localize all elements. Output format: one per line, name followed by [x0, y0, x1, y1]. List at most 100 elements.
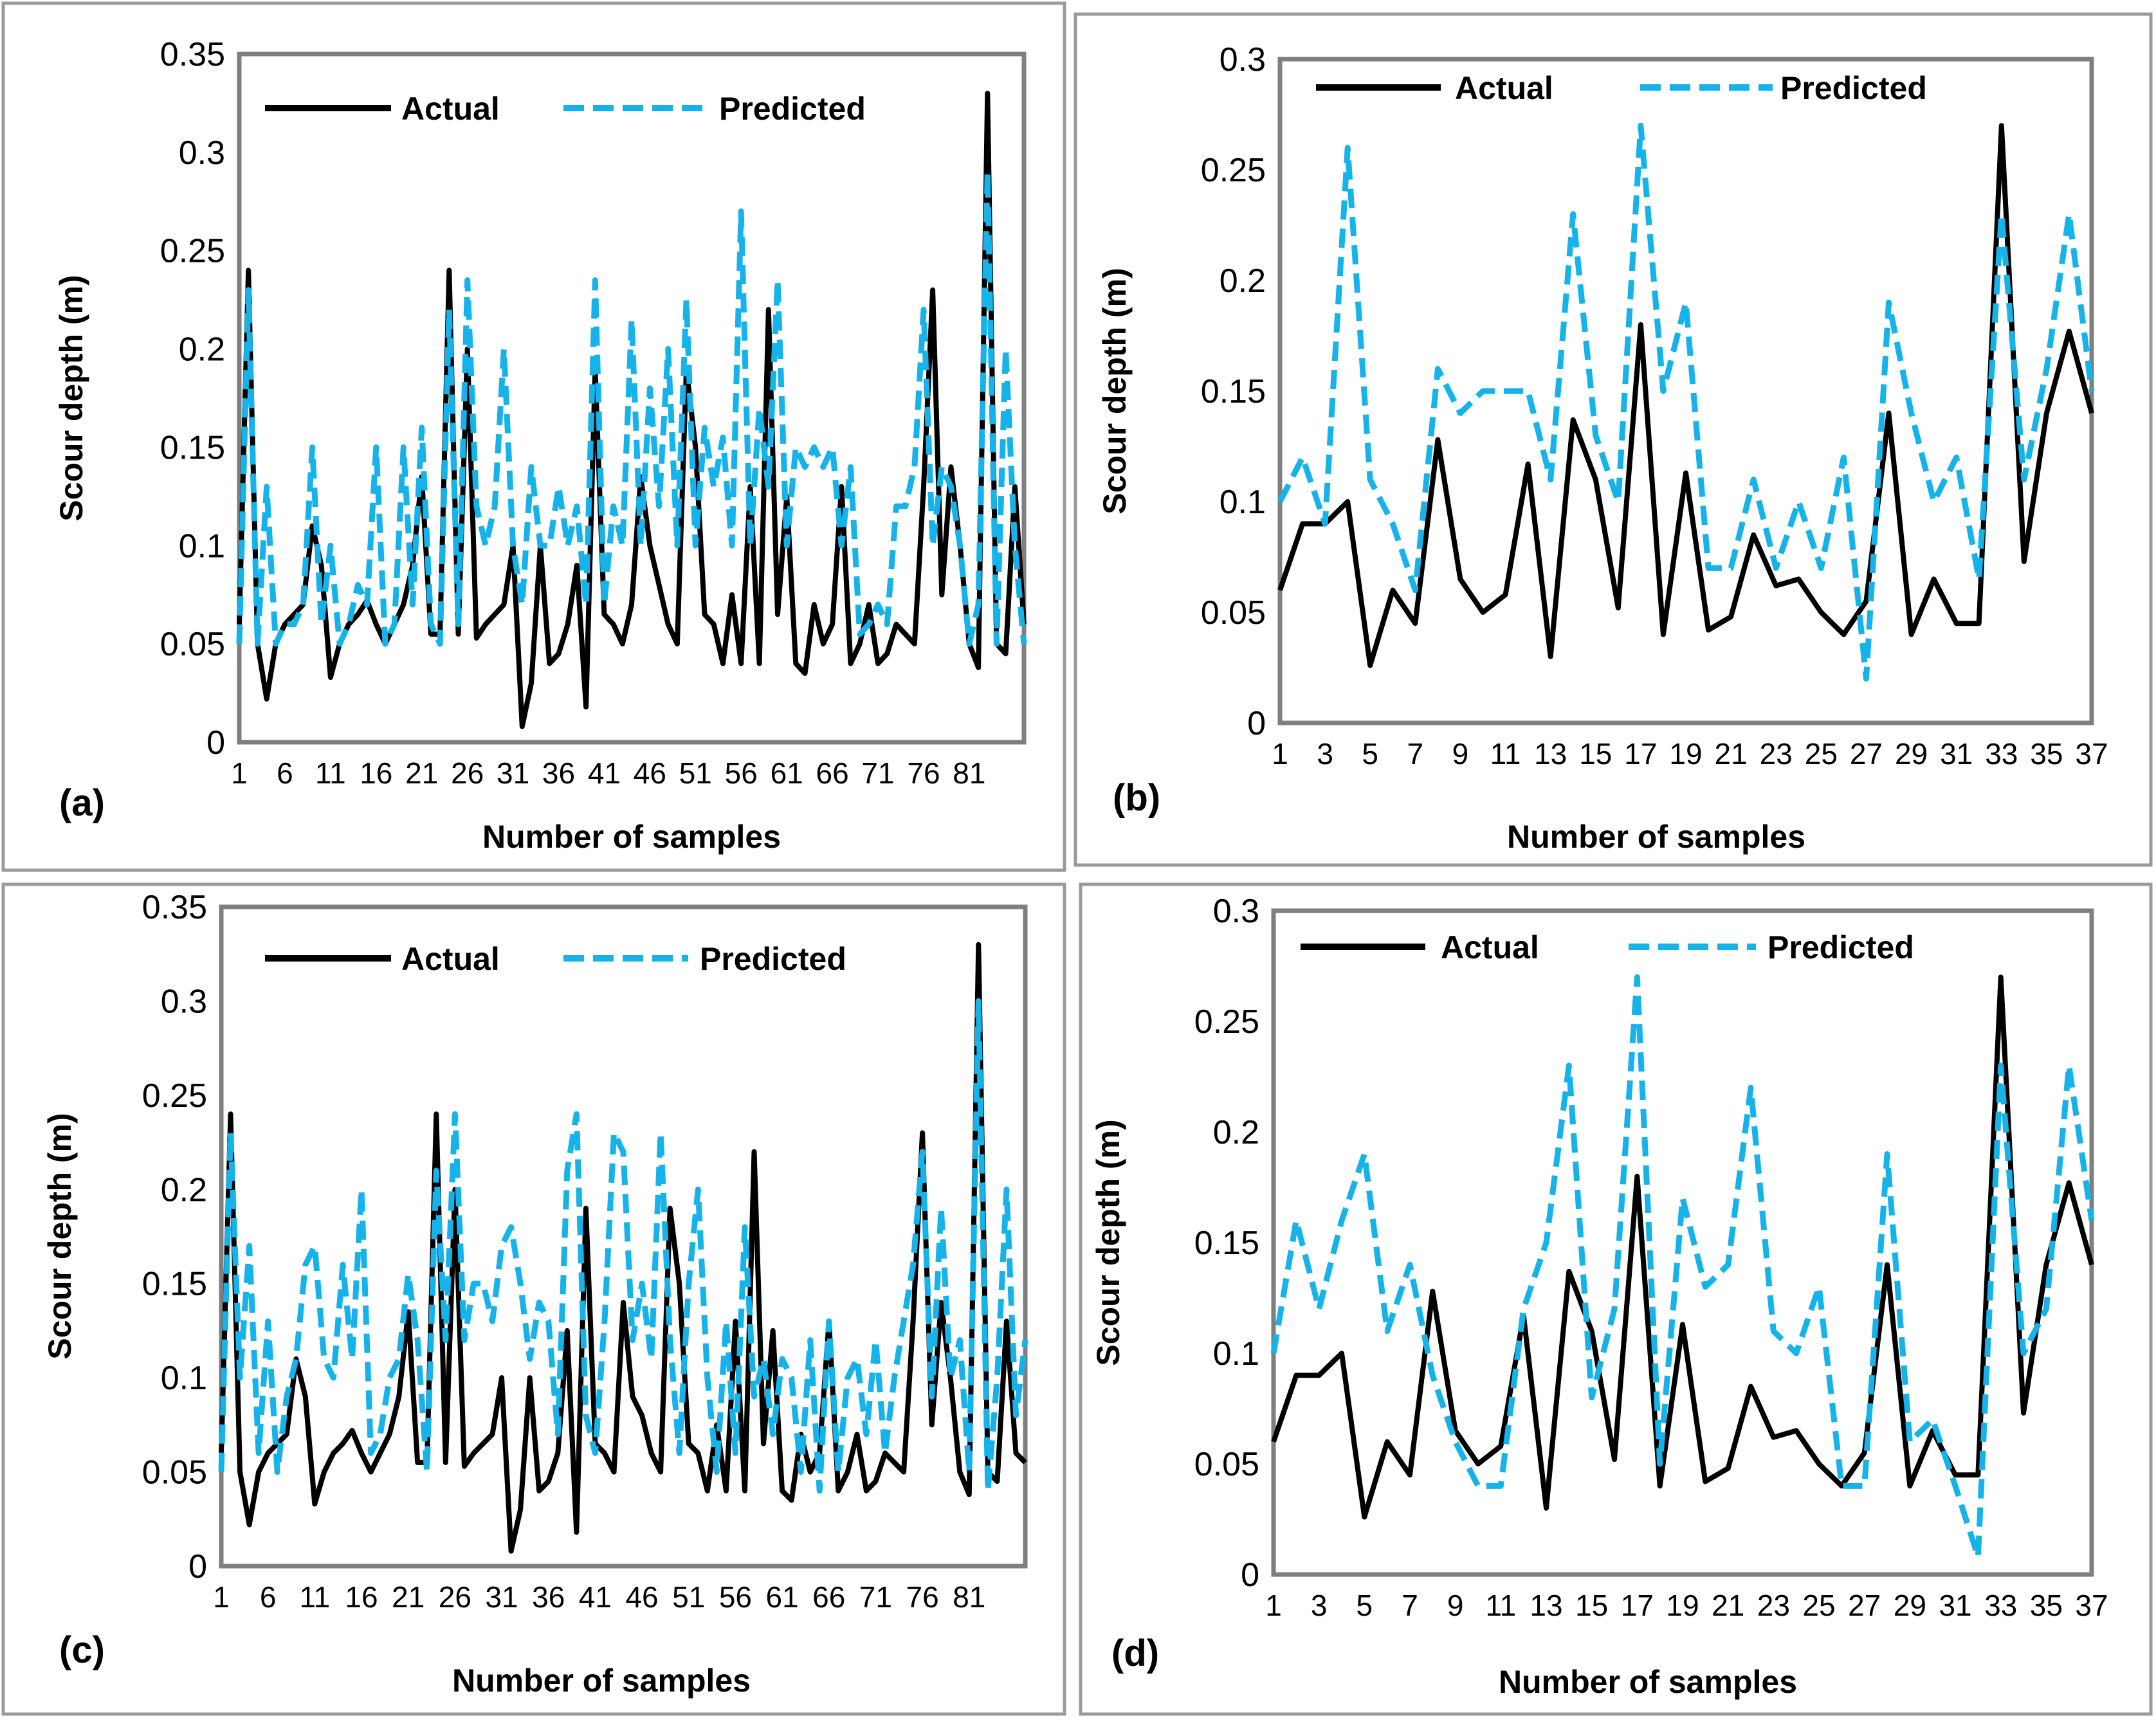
panel-d-legend: Actual Predicted — [1301, 929, 1914, 965]
x-tick-label: 51 — [672, 1580, 705, 1614]
y-tick-label: 0 — [206, 724, 225, 762]
panel-b-border — [1073, 12, 2153, 867]
panel-label: (c) — [59, 1629, 105, 1671]
x-tick-label: 9 — [1452, 737, 1469, 771]
y-tick-label: 0.25 — [160, 233, 225, 270]
panel-label: (a) — [59, 782, 105, 824]
panel-a-y-ticks: 0 0.05 0.1 0.15 0.2 0.25 0.3 0.35 — [160, 36, 225, 762]
x-tick-label: 31 — [1940, 737, 1973, 771]
x-tick-label: 26 — [439, 1580, 471, 1614]
x-tick-label: 41 — [588, 756, 621, 790]
x-tick-label: 13 — [1534, 737, 1567, 771]
y-tick-label: 0.25 — [142, 1077, 207, 1115]
panel-c-x-ticks: 1 6 11 16 21 26 31 36 41 46 51 56 61 66 71 76 81 — [213, 1580, 985, 1614]
x-tick-label: 71 — [859, 1580, 892, 1614]
x-axis-title: Number of samples — [1499, 1664, 1797, 1700]
x-axis-title: Number of samples — [1507, 819, 1805, 855]
x-tick-label: 1 — [1265, 1589, 1282, 1622]
x-tick-label: 51 — [679, 756, 712, 790]
x-tick-label: 9 — [1447, 1589, 1464, 1622]
x-tick-label: 71 — [861, 756, 894, 790]
y-tick-label: 0.2 — [1220, 262, 1266, 300]
x-tick-label: 11 — [299, 1580, 330, 1614]
x-tick-label: 19 — [1666, 1589, 1699, 1622]
panel-d-border — [1079, 882, 2153, 1716]
x-tick-label: 15 — [1579, 737, 1612, 771]
panel-b-y-ticks: 0 0.05 0.1 0.15 0.2 0.25 0.3 — [1201, 41, 1266, 742]
y-tick-label: 0 — [1241, 1556, 1259, 1594]
x-tick-label: 31 — [1939, 1589, 1971, 1622]
x-tick-label: 36 — [532, 1580, 565, 1614]
panel-a-legend: Actual Predicted — [265, 91, 866, 127]
x-tick-label: 13 — [1530, 1589, 1562, 1622]
x-tick-label: 1 — [1272, 737, 1288, 771]
panel-c-border — [1, 882, 1066, 1716]
x-tick-label: 41 — [579, 1580, 612, 1614]
y-tick-label: 0.05 — [142, 1454, 207, 1492]
panel-a-x-ticks: 1 6 11 16 21 26 31 36 41 46 51 56 61 66 71 76 81 — [231, 756, 985, 790]
series-predicted-line — [1277, 122, 2095, 682]
x-tick-label: 61 — [766, 1580, 799, 1614]
y-tick-label: 0 — [188, 1548, 207, 1585]
panel-label: (d) — [1111, 1632, 1159, 1674]
panel-c: 00.050.10.150.20.250.30.35 1 6 11 16 21 26 31 3… — [1, 882, 1066, 1716]
x-tick-label: 29 — [1895, 737, 1928, 771]
x-tick-label: 35 — [2030, 737, 2063, 771]
panel-d: 00.050.10.150.20.250.3 1 3 5 7 9 11 13 15 17 19 21… — [1079, 882, 2153, 1716]
y-tick-label: 0.2 — [1213, 1114, 1259, 1151]
legend-actual-label: Actual — [401, 941, 500, 977]
x-tick-label: 76 — [907, 756, 940, 790]
x-tick-label: 29 — [1894, 1589, 1926, 1622]
panel-a-border — [1, 1, 1066, 872]
y-tick-label: 0 — [1247, 705, 1266, 742]
y-tick-label: 0.05 — [1194, 1446, 1259, 1483]
x-tick-label: 23 — [1757, 1589, 1790, 1622]
series-actual-line — [219, 942, 1027, 1554]
panel-label: (b) — [1113, 777, 1160, 819]
y-tick-label: 0.3 — [1213, 893, 1259, 930]
legend-predicted-label: Predicted — [719, 91, 866, 127]
series-actual-line — [1271, 974, 2094, 1520]
x-tick-label: 76 — [906, 1580, 939, 1614]
y-tick-label: 0.1 — [1220, 484, 1266, 521]
legend-predicted-label: Predicted — [1780, 70, 1927, 106]
legend-actual-label: Actual — [1455, 70, 1553, 106]
y-tick-label: 0.1 — [161, 1360, 207, 1397]
y-axis-title: Scour depth (m) — [1097, 268, 1133, 514]
x-tick-label: 46 — [634, 756, 666, 790]
y-axis-title: Scour depth (m) — [42, 1113, 78, 1359]
panel-b-lines — [1277, 122, 2095, 682]
series-actual-line — [237, 91, 1027, 729]
x-tick-label: 1 — [213, 1580, 230, 1614]
x-tick-label: 11 — [315, 756, 346, 790]
y-tick-label: 0.25 — [1194, 1003, 1259, 1041]
x-tick-label: 36 — [542, 756, 575, 790]
panel-d-y-ticks: 0 0.05 0.1 0.15 0.2 0.25 0.3 — [1194, 893, 1259, 1594]
legend-actual-label: Actual — [401, 91, 500, 127]
y-tick-label: 0.35 — [142, 889, 207, 926]
x-tick-label: 17 — [1621, 1589, 1654, 1622]
y-tick-label: 0.2 — [161, 1171, 207, 1209]
y-tick-label: 0.05 — [1201, 594, 1266, 632]
x-tick-label: 6 — [260, 1580, 277, 1614]
y-tick-label: 0.1 — [179, 527, 225, 565]
x-tick-label: 21 — [1712, 1589, 1744, 1622]
x-tick-label: 66 — [816, 756, 849, 790]
x-tick-label: 33 — [1984, 1589, 2017, 1622]
x-tick-label: 11 — [1490, 737, 1521, 771]
y-tick-label: 0.25 — [1201, 152, 1266, 189]
panel-a-plot-area — [237, 51, 1027, 745]
y-tick-label: 0.15 — [142, 1266, 207, 1303]
x-tick-label: 7 — [1407, 737, 1424, 771]
series-predicted-line — [218, 998, 1028, 1494]
x-tick-label: 5 — [1357, 1589, 1373, 1622]
x-tick-label: 11 — [1485, 1589, 1516, 1622]
panel-b-x-ticks: 1 3 5 7 9 11 13 15 17 19 21 23 25 27 29 31 33 35 37 — [1272, 737, 2108, 771]
x-tick-label: 21 — [392, 1580, 425, 1614]
x-tick-label: 31 — [485, 1580, 518, 1614]
x-axis-title: Number of samples — [452, 1663, 751, 1699]
x-tick-label: 81 — [953, 1580, 985, 1614]
x-tick-label: 27 — [1850, 737, 1883, 771]
panel-c-y-ticks: 0 0.05 0.1 0.15 0.2 0.25 0.3 0.35 — [142, 889, 207, 1585]
